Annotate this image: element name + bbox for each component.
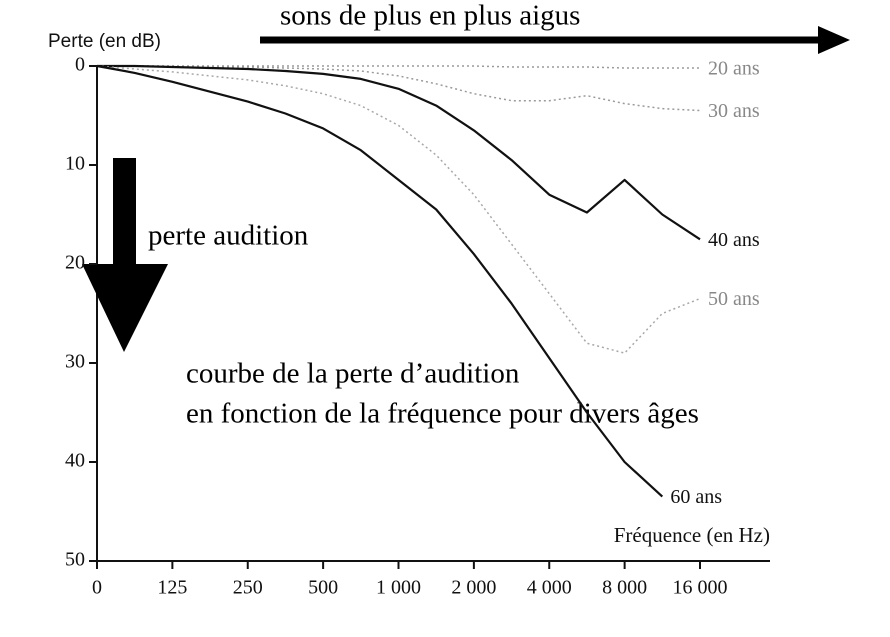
annotation: en fonction de la fréquence pour divers …: [186, 398, 699, 430]
x-tick-label: 2 000: [451, 577, 496, 599]
y-axis-label: Perte (en dB): [48, 31, 161, 52]
series-line: [96, 65, 701, 354]
y-tick-label: 20: [65, 252, 85, 274]
x-tick-label: 16 000: [673, 577, 728, 599]
series-label: 30 ans: [708, 100, 760, 122]
y-tick-label: 40: [65, 450, 85, 472]
annotation: courbe de la perte d’audition: [186, 358, 520, 390]
y-tick-label: 0: [75, 54, 85, 76]
series-line: [97, 64, 701, 241]
series-label: 40 ans: [708, 229, 760, 251]
arrow-head: [82, 264, 168, 352]
annotation: sons de plus en plus aigus: [280, 0, 580, 32]
annotation: perte audition: [148, 220, 309, 252]
x-tick-label: 250: [233, 577, 263, 599]
x-tick-label: 1 000: [376, 577, 421, 599]
x-tick-label: 500: [308, 577, 338, 599]
arrow-down: [113, 158, 136, 268]
y-tick-label: 30: [65, 351, 85, 373]
x-tick-label: 0: [92, 577, 102, 599]
x-tick-label: 4 000: [527, 577, 572, 599]
series-label: 50 ans: [708, 288, 760, 310]
y-tick-label: 50: [65, 549, 85, 571]
x-tick-label: 8 000: [602, 577, 647, 599]
y-tick-label: 10: [65, 153, 85, 175]
arrow-head: [818, 26, 850, 54]
series-line: [96, 64, 664, 498]
x-tick-label: 125: [157, 577, 187, 599]
series-label: 20 ans: [708, 58, 760, 80]
x-axis-label: Fréquence (en Hz): [614, 523, 770, 547]
series-label: 60 ans: [670, 486, 722, 508]
